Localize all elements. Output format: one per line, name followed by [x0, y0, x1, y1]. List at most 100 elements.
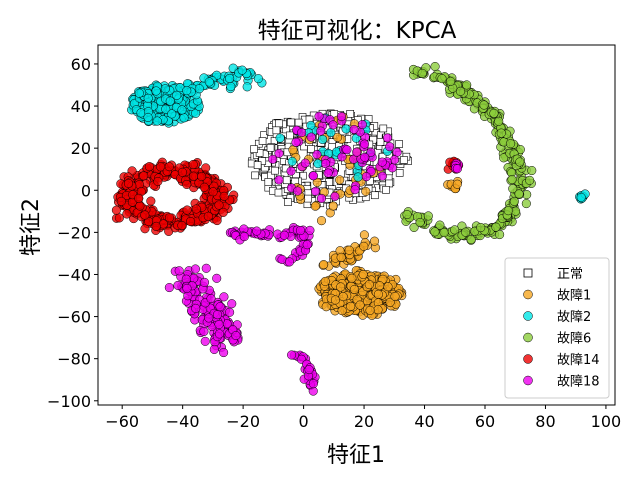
data-point	[360, 152, 370, 162]
data-point	[359, 139, 370, 149]
data-point	[266, 144, 275, 152]
legend-label: 故障2	[557, 310, 591, 325]
data-point	[312, 149, 322, 160]
data-point	[335, 175, 345, 185]
data-point	[373, 305, 383, 315]
data-point	[212, 310, 223, 320]
x-axis: −60 −40 −20 0 20 40 60 80 100	[105, 405, 621, 431]
data-point	[227, 299, 237, 309]
data-point	[576, 192, 586, 202]
data-point	[185, 216, 196, 227]
data-point	[330, 191, 340, 202]
data-point	[318, 134, 328, 145]
x-tick-label: 80	[535, 412, 555, 431]
data-point	[190, 264, 200, 274]
data-point	[338, 292, 348, 302]
data-point	[435, 220, 445, 230]
data-point	[264, 178, 273, 186]
data-point	[383, 282, 393, 292]
data-point	[370, 236, 380, 246]
data-point	[139, 171, 149, 181]
legend-marker	[523, 354, 533, 364]
data-point	[253, 74, 263, 84]
data-point	[305, 225, 315, 235]
data-point	[282, 176, 291, 185]
data-point	[316, 216, 327, 226]
legend-label: 正常	[557, 267, 583, 282]
data-point	[304, 365, 314, 375]
legend-marker	[523, 332, 533, 343]
data-point	[287, 156, 297, 166]
data-point	[499, 153, 509, 163]
data-point	[151, 86, 161, 96]
data-point	[506, 139, 516, 149]
data-point	[439, 228, 449, 238]
data-point	[201, 263, 211, 273]
data-point	[346, 110, 355, 118]
data-point	[231, 330, 241, 341]
data-point	[204, 313, 214, 323]
data-point	[197, 171, 207, 182]
data-point	[135, 201, 145, 211]
data-point	[452, 179, 462, 189]
data-point	[177, 220, 187, 231]
data-point	[182, 205, 192, 215]
data-point	[271, 166, 279, 175]
y-tick-label: 0	[81, 181, 91, 200]
data-point	[326, 127, 336, 138]
data-point	[353, 172, 363, 182]
data-point	[199, 182, 209, 192]
data-point	[300, 158, 310, 168]
data-point	[310, 186, 321, 196]
data-point	[417, 68, 427, 78]
series-1	[288, 112, 463, 320]
data-point	[452, 164, 462, 174]
data-point	[134, 193, 144, 203]
data-point	[208, 187, 218, 197]
data-point	[341, 124, 351, 134]
x-tick-label: 60	[475, 412, 495, 431]
data-point	[377, 171, 387, 181]
data-point	[297, 128, 307, 138]
y-tick-label: 20	[71, 139, 91, 158]
data-point	[382, 186, 390, 194]
data-point	[134, 88, 144, 98]
data-point	[275, 133, 285, 143]
legend-label: 故障14	[557, 353, 600, 368]
data-point	[328, 120, 338, 130]
data-point	[304, 194, 312, 203]
y-tick-label: 60	[71, 55, 91, 74]
data-point	[225, 73, 235, 83]
data-point	[218, 207, 228, 217]
data-point	[237, 65, 247, 75]
x-tick-label: 40	[414, 412, 434, 431]
chart-title: 特征可视化：KPCA	[258, 18, 457, 44]
data-point	[385, 179, 394, 188]
data-point	[172, 90, 182, 100]
legend-label: 故障18	[557, 375, 600, 390]
plot-frame	[97, 44, 616, 406]
data-point	[415, 217, 425, 228]
data-point	[255, 149, 264, 157]
data-point	[494, 116, 504, 126]
data-point	[371, 191, 379, 200]
data-point	[359, 241, 369, 251]
data-point	[111, 205, 121, 215]
data-point	[214, 329, 224, 339]
y-tick-label: −80	[57, 350, 91, 369]
data-point	[199, 277, 210, 287]
data-point	[294, 118, 303, 127]
x-tick-label: 0	[298, 412, 308, 431]
data-point	[182, 86, 192, 96]
data-point	[188, 159, 198, 170]
data-point	[352, 147, 362, 157]
data-point	[226, 82, 236, 92]
data-point	[361, 186, 371, 196]
legend-marker	[523, 289, 533, 300]
data-point	[182, 179, 192, 190]
data-point	[462, 80, 472, 90]
data-point	[507, 174, 517, 185]
data-point	[209, 344, 219, 354]
data-point	[382, 133, 393, 143]
data-point	[337, 306, 347, 316]
